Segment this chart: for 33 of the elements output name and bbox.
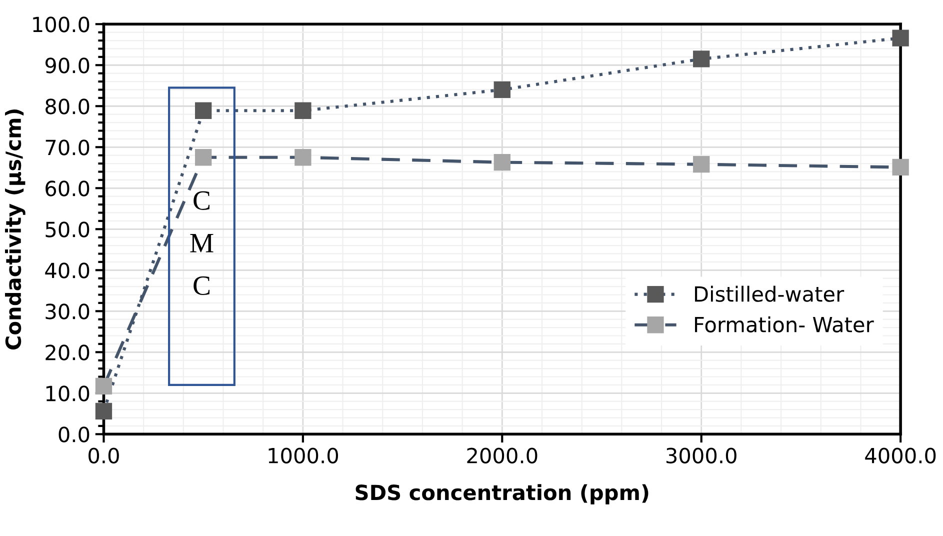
point [95,378,112,395]
x-tick-label: 3000.0 [666,448,736,464]
point [294,149,312,166]
y-tick-label: 90.0 [45,58,90,74]
point [494,81,510,98]
x-tick-label: 2000.0 [467,448,538,464]
x-tick-label: 1000.0 [268,448,338,464]
y-tick-label: 20.0 [46,344,90,360]
legend-label: Distilled-water [695,286,844,302]
y-tick-label: 60.0 [46,180,90,196]
y-tick-label: 0.0 [58,426,90,442]
point [892,30,909,46]
y-axis-title: Condactivity (µs/cm) [5,110,26,350]
y-tick-label: 70.0 [46,140,90,156]
point [494,154,510,171]
point [195,102,212,119]
y-tick-label: 80.0 [46,98,90,114]
y-tick-label: 30.0 [46,304,90,320]
y-tick-label: 40.0 [45,262,90,278]
point [294,102,312,119]
legend-label: Formation- Water [695,316,874,332]
annotation: C M C [190,191,214,296]
point [693,50,710,68]
point [95,402,112,420]
y-tick-label: 10.0 [46,386,90,402]
point [195,149,212,166]
x-tick-label: 4000.0 [865,448,936,464]
y-tick-label: 100.0 [33,16,90,32]
y-tick-label: 50.0 [46,222,90,238]
x-axis-title: SDS concentration (ppm) [356,484,648,504]
point [693,156,710,173]
point [892,158,909,176]
x-tick-label: 0.0 [88,448,119,464]
